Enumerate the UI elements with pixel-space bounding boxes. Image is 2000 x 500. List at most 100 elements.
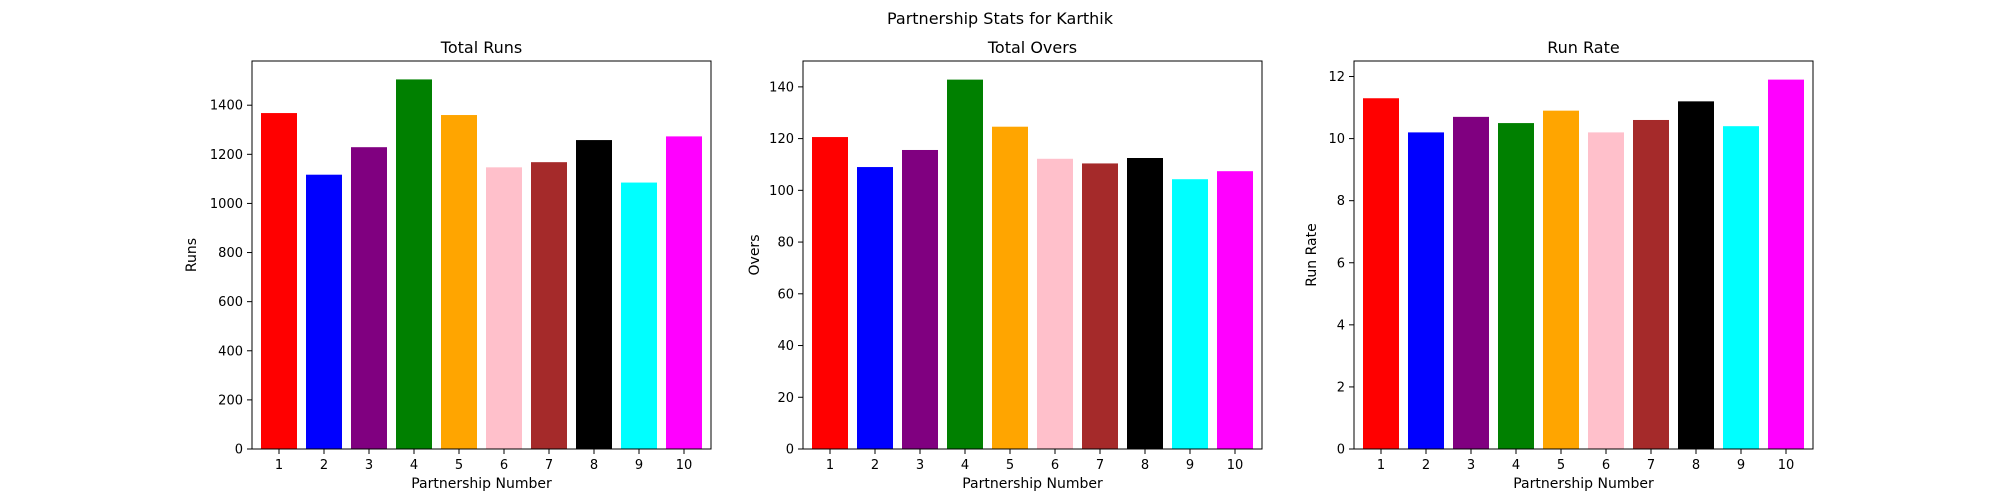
y-axis-label: Run Rate bbox=[1304, 223, 1320, 286]
x-tick-label: 6 bbox=[500, 458, 508, 473]
bar bbox=[1453, 116, 1489, 449]
y-tick-label: 8 bbox=[1337, 194, 1345, 209]
x-tick-label: 8 bbox=[1141, 458, 1149, 473]
panel-title: Run Rate bbox=[1547, 38, 1619, 57]
y-tick-label: 1200 bbox=[210, 148, 243, 163]
bar bbox=[576, 140, 612, 449]
bar bbox=[1588, 132, 1624, 449]
x-tick-label: 8 bbox=[590, 458, 598, 473]
x-tick-label: 1 bbox=[1377, 458, 1385, 473]
x-tick-label: 5 bbox=[1557, 458, 1565, 473]
x-axis-label: Partnership Number bbox=[411, 476, 552, 492]
x-tick-label: 1 bbox=[275, 458, 283, 473]
bar bbox=[1678, 101, 1714, 449]
y-tick-label: 140 bbox=[769, 80, 794, 95]
x-axis-label: Partnership Number bbox=[1513, 476, 1654, 492]
bar bbox=[1082, 163, 1118, 449]
bar bbox=[1633, 119, 1669, 450]
y-tick-label: 20 bbox=[777, 391, 794, 406]
y-tick-label: 400 bbox=[218, 344, 243, 359]
y-tick-label: 120 bbox=[769, 132, 794, 147]
y-axis-label: Overs bbox=[747, 235, 763, 276]
bar bbox=[1037, 158, 1073, 449]
panel-title: Total Runs bbox=[440, 38, 522, 57]
axes-frame bbox=[1353, 60, 1814, 450]
bar bbox=[306, 174, 342, 449]
y-tick-label: 1000 bbox=[210, 197, 243, 212]
bar bbox=[1217, 171, 1253, 449]
bar bbox=[1498, 123, 1534, 449]
bar bbox=[1127, 158, 1163, 449]
bar bbox=[441, 115, 477, 449]
x-tick-label: 2 bbox=[871, 458, 879, 473]
panel-title: Total Overs bbox=[987, 38, 1077, 57]
bar bbox=[531, 162, 567, 450]
y-tick-label: 6 bbox=[1337, 256, 1345, 271]
x-tick-label: 4 bbox=[961, 458, 969, 473]
x-tick-label: 8 bbox=[1692, 458, 1700, 473]
bar bbox=[1408, 132, 1444, 449]
y-tick-label: 10 bbox=[1328, 132, 1345, 147]
bar bbox=[351, 147, 387, 449]
y-tick-label: 0 bbox=[786, 443, 794, 458]
bar bbox=[261, 113, 297, 449]
y-tick-label: 600 bbox=[218, 295, 243, 310]
x-tick-label: 3 bbox=[916, 458, 924, 473]
bar bbox=[666, 136, 702, 449]
y-axis-label: Runs bbox=[184, 238, 200, 272]
bar bbox=[1543, 110, 1579, 449]
x-tick-label: 5 bbox=[455, 458, 463, 473]
x-tick-label: 9 bbox=[635, 458, 643, 473]
y-tick-label: 60 bbox=[777, 287, 794, 302]
x-tick-label: 10 bbox=[1778, 458, 1795, 473]
y-tick-label: 200 bbox=[218, 393, 243, 408]
bar bbox=[1172, 179, 1208, 449]
x-tick-label: 6 bbox=[1602, 458, 1610, 473]
x-tick-label: 2 bbox=[1422, 458, 1430, 473]
bar bbox=[992, 126, 1028, 449]
y-tick-label: 4 bbox=[1337, 318, 1345, 333]
x-tick-label: 7 bbox=[1096, 458, 1104, 473]
panel-total-runs: Total Runs Partnership Number Runs 1 2 3 4 5… bbox=[184, 38, 712, 492]
panel-total-overs: Total Overs Partnership Number Overs 1 2 3… bbox=[747, 38, 1263, 492]
bar bbox=[902, 149, 938, 449]
bar bbox=[812, 137, 848, 450]
y-tick-label: 800 bbox=[218, 246, 243, 261]
y-tick-label: 40 bbox=[777, 339, 794, 354]
bar bbox=[947, 79, 983, 450]
bar bbox=[621, 182, 657, 449]
x-tick-label: 4 bbox=[410, 458, 418, 473]
y-tick-label: 2 bbox=[1337, 380, 1345, 395]
bar bbox=[1768, 79, 1804, 450]
x-tick-label: 3 bbox=[1467, 458, 1475, 473]
x-tick-label: 3 bbox=[365, 458, 373, 473]
x-tick-label: 6 bbox=[1051, 458, 1059, 473]
figure-title: Partnership Stats for Karthik bbox=[887, 9, 1114, 28]
axes-frame bbox=[802, 60, 1263, 450]
y-tick-label: 1400 bbox=[210, 99, 243, 114]
x-tick-label: 5 bbox=[1006, 458, 1014, 473]
x-tick-label: 7 bbox=[1647, 458, 1655, 473]
x-tick-label: 9 bbox=[1186, 458, 1194, 473]
y-tick-label: 100 bbox=[769, 184, 794, 199]
x-tick-label: 4 bbox=[1512, 458, 1520, 473]
x-tick-label: 9 bbox=[1737, 458, 1745, 473]
y-tick-label: 0 bbox=[1337, 443, 1345, 458]
x-tick-label: 2 bbox=[320, 458, 328, 473]
x-tick-label: 1 bbox=[826, 458, 834, 473]
y-tick-label: 0 bbox=[235, 443, 243, 458]
bar bbox=[486, 167, 522, 449]
x-tick-label: 10 bbox=[1227, 458, 1244, 473]
bar bbox=[1723, 126, 1759, 450]
x-axis-label: Partnership Number bbox=[962, 476, 1103, 492]
x-tick-label: 10 bbox=[676, 458, 693, 473]
y-tick-label: 80 bbox=[777, 236, 794, 251]
bar bbox=[857, 167, 893, 450]
axes-frame bbox=[251, 60, 712, 450]
bar bbox=[396, 79, 432, 450]
bar bbox=[1363, 98, 1399, 449]
x-tick-label: 7 bbox=[545, 458, 553, 473]
y-tick-label: 12 bbox=[1328, 70, 1345, 85]
